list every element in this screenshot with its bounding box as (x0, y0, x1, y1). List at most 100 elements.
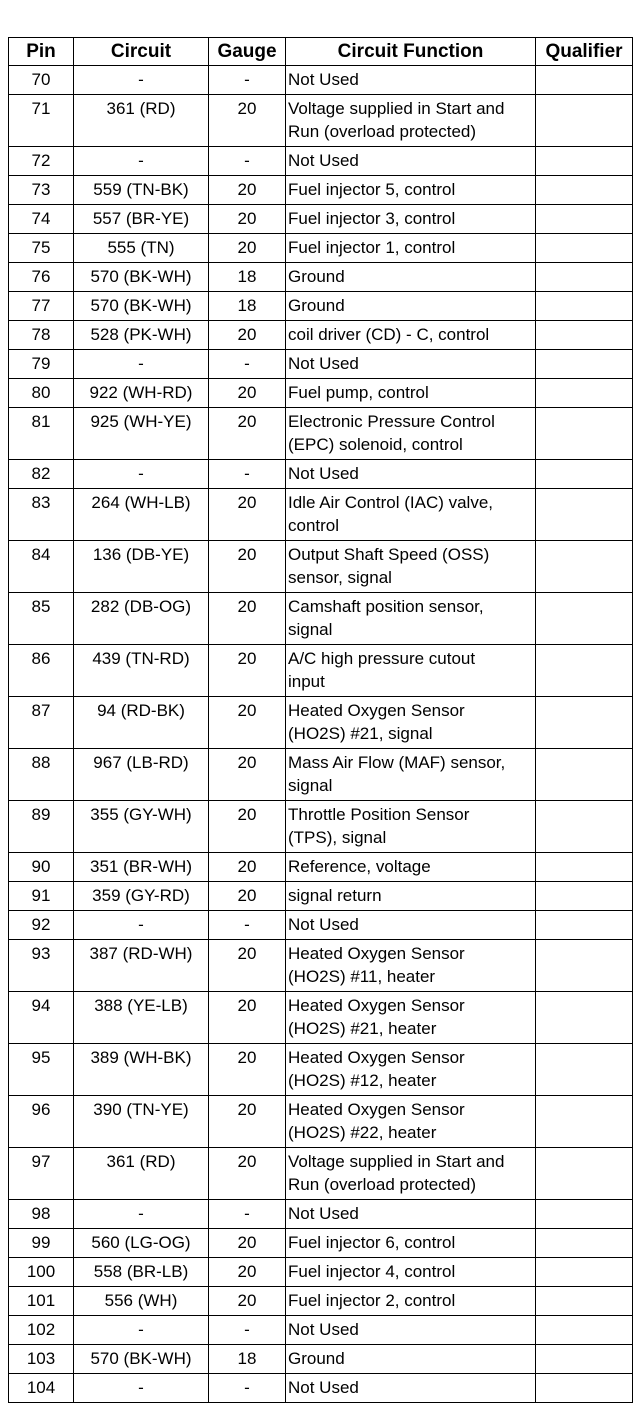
function-cell: coil driver (CD) - C, control (285, 320, 536, 350)
function-cell: Not Used (285, 1373, 536, 1403)
function-cell: Ground (285, 1344, 536, 1374)
gauge-cell: 20 (208, 540, 286, 593)
table-row: 71 361 (RD) 20 Voltage supplied in Start an… (8, 94, 633, 147)
pin-cell: 70 (8, 65, 74, 95)
qualifier-cell (535, 204, 633, 234)
header-circuit-function: Circuit Function (285, 37, 536, 66)
table-row: 92- - Not Used (8, 910, 633, 940)
gauge-cell: 20 (208, 378, 286, 408)
pin-cell: 72 (8, 146, 74, 176)
function-cell: Reference, voltage (285, 852, 536, 882)
pin-cell: 104 (8, 1373, 74, 1403)
qualifier-cell (535, 459, 633, 489)
table-row: 77 570 (BK-WH) 18 Ground (8, 291, 633, 321)
pin-cell: 103 (8, 1344, 74, 1374)
pin-cell: 86 (8, 644, 74, 697)
circuit-cell: 351 (BR-WH) (73, 852, 209, 882)
qualifier-cell (535, 1043, 633, 1096)
table-row: 91 359 (GY-RD) 20 signal return (8, 881, 633, 911)
qualifier-cell (535, 291, 633, 321)
gauge-cell: 20 (208, 320, 286, 350)
table-row: 81 925 (WH-YE) 20 Electronic Pressure Contr… (8, 407, 633, 460)
function-cell: Fuel injector 4, control (285, 1257, 536, 1287)
table-row: 101 556 (WH) 20 Fuel injector 2, control (8, 1286, 633, 1316)
qualifier-cell (535, 407, 633, 460)
function-cell: Not Used (285, 1315, 536, 1345)
table-row: 90 351 (BR-WH) 20 Reference, voltage (8, 852, 633, 882)
circuit-cell: 556 (WH) (73, 1286, 209, 1316)
circuit-cell: 922 (WH-RD) (73, 378, 209, 408)
header-row: Pin Circuit Gauge Circuit Function Quali… (8, 37, 633, 66)
gauge-cell: - (208, 1199, 286, 1229)
gauge-cell: 20 (208, 233, 286, 263)
gauge-cell: 20 (208, 644, 286, 697)
function-cell: Fuel injector 1, control (285, 233, 536, 263)
circuit-cell: 361 (RD) (73, 94, 209, 147)
header-qualifier: Qualifier (535, 37, 633, 66)
table-row: 78 528 (PK-WH) 20 coil driver (CD) - C, con… (8, 320, 633, 350)
qualifier-cell (535, 852, 633, 882)
table-row: 73 559 (TN-BK) 20 Fuel injector 5, control (8, 175, 633, 205)
pin-cell: 90 (8, 852, 74, 882)
gauge-cell: 18 (208, 291, 286, 321)
table-row: 100 558 (BR-LB) 20 Fuel injector 4, control (8, 1257, 633, 1287)
table-row: 86 439 (TN-RD) 20 A/C high pressure cutout … (8, 644, 633, 697)
function-cell: Throttle Position Sensor (TPS), signal (285, 800, 536, 853)
circuit-cell: 560 (LG-OG) (73, 1228, 209, 1258)
gauge-cell: - (208, 1373, 286, 1403)
table-row: 79- - Not Used (8, 349, 633, 379)
circuit-cell: - (73, 1315, 209, 1345)
function-cell: Not Used (285, 1199, 536, 1229)
table-row: 83 264 (WH-LB) 20 Idle Air Control (IAC) va… (8, 488, 633, 541)
function-cell: Electronic Pressure Control (EPC) soleno… (285, 407, 536, 460)
gauge-cell: 20 (208, 696, 286, 749)
pin-cell: 78 (8, 320, 74, 350)
gauge-cell: 20 (208, 204, 286, 234)
circuit-cell: - (73, 349, 209, 379)
table-row: 70- - Not Used (8, 65, 633, 95)
table-row: 74 557 (BR-YE) 20 Fuel injector 3, control (8, 204, 633, 234)
function-cell: Heated Oxygen Sensor (HO2S) #22, heater (285, 1095, 536, 1148)
circuit-cell: 136 (DB-YE) (73, 540, 209, 593)
table-row: 75 555 (TN) 20 Fuel injector 1, control (8, 233, 633, 263)
gauge-cell: - (208, 65, 286, 95)
qualifier-cell (535, 748, 633, 801)
pin-cell: 88 (8, 748, 74, 801)
header-pin: Pin (8, 37, 74, 66)
pinout-table: Pin Circuit Gauge Circuit Function Quali… (8, 37, 633, 1403)
qualifier-cell (535, 65, 633, 95)
gauge-cell: 18 (208, 262, 286, 292)
gauge-cell: 20 (208, 94, 286, 147)
function-cell: Not Used (285, 65, 536, 95)
circuit-cell: 94 (RD-BK) (73, 696, 209, 749)
qualifier-cell (535, 592, 633, 645)
pin-cell: 100 (8, 1257, 74, 1287)
function-cell: Mass Air Flow (MAF) sensor, signal (285, 748, 536, 801)
table-row: 89 355 (GY-WH) 20 Throttle Position Sensor … (8, 800, 633, 853)
gauge-cell: 20 (208, 1147, 286, 1200)
circuit-cell: 390 (TN-YE) (73, 1095, 209, 1148)
function-cell: Heated Oxygen Sensor (HO2S) #11, heater (285, 939, 536, 992)
qualifier-cell (535, 540, 633, 593)
pin-cell: 75 (8, 233, 74, 263)
gauge-cell: 20 (208, 407, 286, 460)
qualifier-cell (535, 1344, 633, 1374)
table-row: 102- - Not Used (8, 1315, 633, 1345)
function-cell: Fuel injector 6, control (285, 1228, 536, 1258)
header-gauge: Gauge (208, 37, 286, 66)
gauge-cell: 20 (208, 1257, 286, 1287)
qualifier-cell (535, 1228, 633, 1258)
pin-cell: 87 (8, 696, 74, 749)
circuit-cell: - (73, 1373, 209, 1403)
gauge-cell: - (208, 349, 286, 379)
gauge-cell: - (208, 910, 286, 940)
gauge-cell: 20 (208, 939, 286, 992)
gauge-cell: 20 (208, 1043, 286, 1096)
qualifier-cell (535, 696, 633, 749)
circuit-cell: 388 (YE-LB) (73, 991, 209, 1044)
gauge-cell: 20 (208, 852, 286, 882)
circuit-cell: 925 (WH-YE) (73, 407, 209, 460)
pin-cell: 79 (8, 349, 74, 379)
table-row: 104- - Not Used (8, 1373, 633, 1403)
qualifier-cell (535, 1199, 633, 1229)
